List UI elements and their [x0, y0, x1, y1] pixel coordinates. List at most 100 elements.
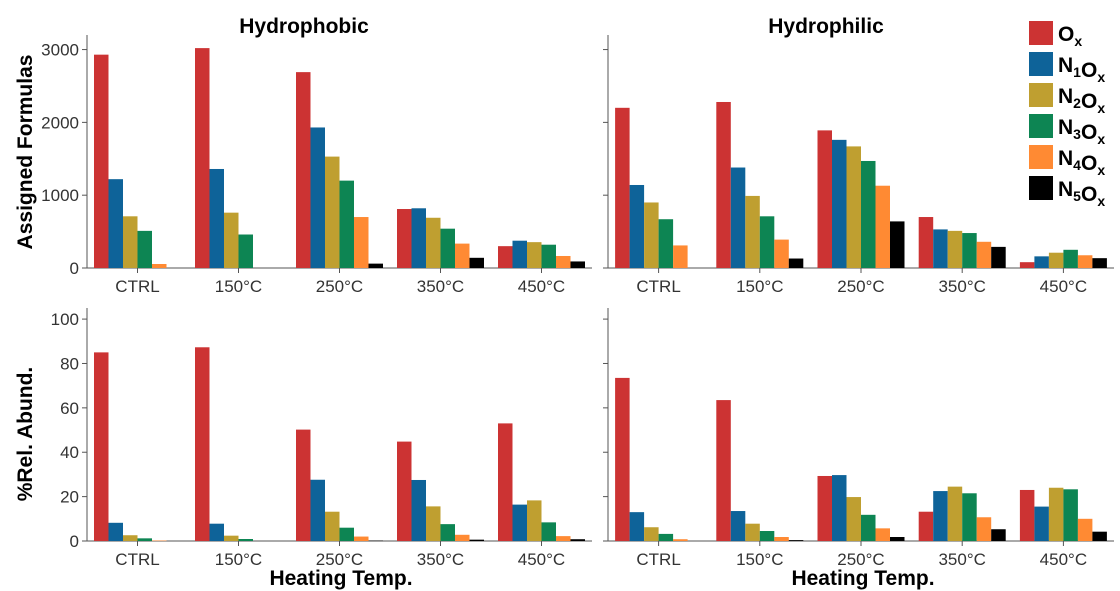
bar-N4Ox-3	[976, 517, 992, 541]
bar-N3Ox-4	[541, 244, 556, 268]
bar-Ox-3	[397, 209, 412, 268]
y-tick-label: 40	[60, 443, 79, 462]
bar-N4Ox-4	[1077, 255, 1093, 268]
bar-N2Ox-0	[123, 216, 138, 268]
bar-N2Ox-0	[644, 527, 659, 541]
bar-N1Ox-4	[512, 504, 527, 541]
bar-N4Ox-1	[774, 537, 789, 541]
bar-N1Ox-0	[629, 184, 645, 268]
bar-N2Ox-3	[947, 230, 963, 268]
ylabel-assigned-formulas: Assigned Formulas	[14, 55, 37, 250]
bar-N3Ox-1	[238, 539, 253, 541]
bar-N2Ox-1	[745, 523, 760, 541]
bar-N2Ox-1	[224, 535, 239, 541]
bar-N4Ox-3	[455, 534, 470, 541]
x-tick-label: 350°C	[938, 277, 985, 296]
bar-N4Ox-1	[774, 239, 789, 268]
bar-N5Ox-2	[368, 263, 383, 268]
bar-N2Ox-2	[846, 146, 861, 268]
bar-N2Ox-2	[325, 156, 340, 268]
bar-Ox-2	[296, 72, 311, 268]
bar-N1Ox-4	[1034, 506, 1049, 541]
y-tick-label: 80	[60, 354, 79, 373]
col-title-hydrophobic: Hydrophobic	[239, 15, 369, 38]
bar-N5Ox-4	[1092, 258, 1107, 268]
bar-N4Ox-2	[354, 217, 369, 268]
bar-N1Ox-1	[730, 167, 746, 268]
bar-N2Ox-3	[426, 217, 441, 268]
bar-N4Ox-0	[673, 245, 688, 268]
bar-N5Ox-2	[890, 537, 905, 541]
legend-label-N2Ox: N2Ox	[1058, 85, 1105, 116]
legend-label-Ox: Ox	[1058, 23, 1082, 49]
bar-N2Ox-4	[1048, 252, 1064, 268]
bar-N1Ox-2	[832, 139, 847, 268]
ylabel-rel-abundance: %Rel. Abund.	[14, 367, 37, 502]
panel-top-right: CTRL 150°C 250°C 350°C 450°C	[603, 35, 1114, 296]
bar-N3Ox-2	[339, 527, 354, 541]
bar-N2Ox-3	[947, 486, 963, 541]
bar-N3Ox-1	[759, 531, 775, 541]
x-tick-label: 250°C	[316, 550, 363, 569]
bar-N4Ox-2	[875, 185, 890, 268]
xlabel-right: Heating Temp.	[791, 567, 934, 590]
bar-Ox-2	[817, 475, 832, 541]
legend-swatch-N5Ox	[1029, 176, 1053, 200]
legend-swatch-N1Ox	[1029, 52, 1053, 76]
panel-bottom-right: CTRL 150°C 250°C 350°C 450°C	[603, 308, 1114, 569]
bar-N4Ox-3	[455, 243, 470, 268]
bar-N5Ox-1	[788, 540, 804, 541]
bar-Ox-1	[195, 48, 210, 268]
bar-N4Ox-0	[152, 264, 167, 268]
bar-N5Ox-4	[570, 261, 585, 268]
bar-N4Ox-4	[556, 536, 571, 541]
bar-Ox-3	[397, 441, 412, 541]
bar-N2Ox-4	[527, 500, 542, 541]
bar-N4Ox-2	[875, 528, 890, 541]
bar-N3Ox-0	[658, 219, 674, 268]
bar-N3Ox-1	[759, 216, 775, 268]
y-tick-label: 3000	[41, 41, 79, 60]
x-tick-label: 450°C	[518, 277, 565, 296]
x-tick-label: 150°C	[215, 550, 262, 569]
bar-Ox-3	[918, 511, 934, 541]
bar-N1Ox-2	[832, 475, 847, 541]
bar-N2Ox-4	[527, 242, 542, 268]
bar-N4Ox-4	[556, 255, 571, 268]
bar-N3Ox-3	[962, 233, 977, 268]
legend-swatch-N4Ox	[1029, 145, 1053, 169]
bar-N1Ox-2	[310, 127, 325, 268]
bar-N1Ox-3	[933, 491, 948, 541]
bar-N3Ox-4	[541, 522, 556, 541]
bar-N1Ox-1	[209, 523, 224, 541]
bar-N3Ox-2	[339, 180, 354, 269]
bar-N2Ox-2	[846, 497, 861, 541]
y-tick-label: 2000	[41, 113, 79, 132]
bar-N1Ox-4	[512, 240, 527, 268]
bar-N2Ox-0	[123, 535, 138, 541]
bar-N3Ox-0	[137, 538, 152, 541]
legend-swatch-N3Ox	[1029, 114, 1053, 138]
x-tick-label: 150°C	[736, 550, 783, 569]
bar-N4Ox-3	[976, 241, 992, 268]
bar-N5Ox-2	[368, 540, 383, 542]
panel-top-left: 0 1000 2000 3000 CTRL 150°C 250°C 350°C 450°C	[41, 35, 592, 296]
bar-N5Ox-3	[991, 246, 1006, 268]
y-tick-label: 60	[60, 399, 79, 418]
bar-N1Ox-1	[209, 168, 224, 268]
bar-N3Ox-2	[861, 514, 876, 541]
bar-N4Ox-2	[354, 536, 369, 541]
bar-N1Ox-0	[629, 512, 645, 541]
bar-Ox-1	[195, 347, 210, 541]
bar-Ox-2	[296, 429, 311, 541]
bar-N3Ox-4	[1063, 249, 1078, 268]
bar-N3Ox-4	[1063, 489, 1078, 541]
bar-Ox-4	[1019, 262, 1035, 268]
x-tick-label: 250°C	[837, 550, 884, 569]
bar-Ox-1	[716, 400, 731, 541]
legend-swatch-N2Ox	[1029, 83, 1053, 107]
legend-label-N5Ox: N5Ox	[1058, 178, 1105, 209]
legend-swatch-Ox	[1029, 21, 1053, 45]
bar-N1Ox-1	[730, 511, 746, 541]
